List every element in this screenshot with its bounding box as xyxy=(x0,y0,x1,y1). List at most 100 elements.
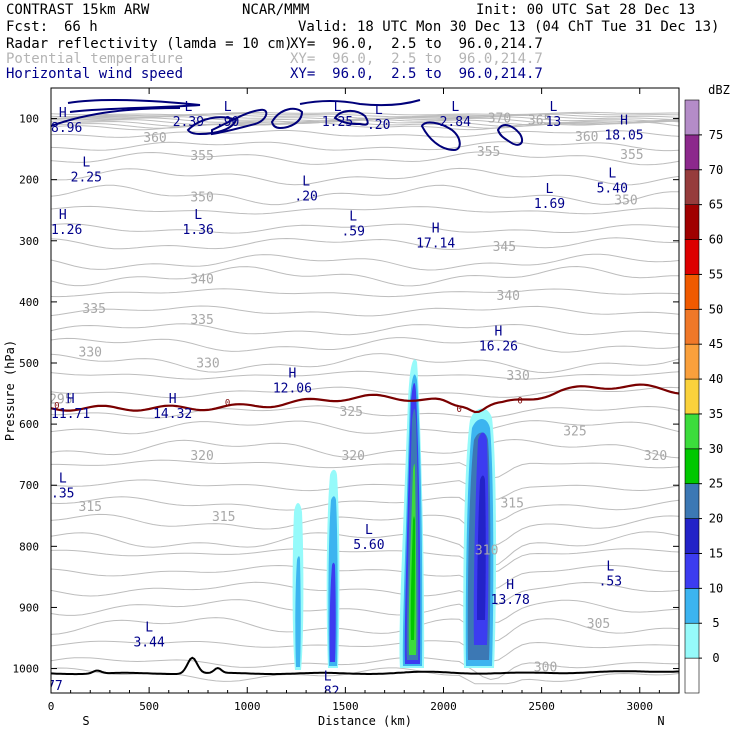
colorbar-swatch xyxy=(684,134,700,171)
wind-extremum-kind: L xyxy=(606,560,614,575)
wind-extremum-kind: H xyxy=(620,114,628,129)
wind-contour-5 xyxy=(270,107,304,130)
wind-extremum-kind: H xyxy=(169,392,177,407)
colorbar-swatch xyxy=(684,622,700,659)
wind-extremum-kind: H xyxy=(495,324,503,339)
y-tick-label: 900 xyxy=(19,601,39,614)
south-end-label: S xyxy=(82,714,89,728)
theta-label: 330 xyxy=(506,369,529,384)
theta-label: 320 xyxy=(190,449,213,464)
freezing-level-label: 0 xyxy=(517,397,522,407)
colorbar-level-label: 0 xyxy=(712,651,719,665)
wind-extremum-kind: L xyxy=(451,100,459,115)
wind-extremum-kind: L xyxy=(549,100,557,115)
theta-contour-line xyxy=(51,438,679,459)
colorbar-level-label: 55 xyxy=(709,267,723,281)
fcst-label: Fcst: xyxy=(6,19,49,35)
y-tick-label: 300 xyxy=(19,235,39,248)
wind-extremum-kind: L xyxy=(608,167,616,182)
wind-extremum-kind: H xyxy=(432,222,440,237)
theta-contour-line xyxy=(51,305,679,317)
colorbar-level-label: 15 xyxy=(709,546,723,560)
wind-extremum-kind: H xyxy=(59,106,67,121)
theta-contour-line xyxy=(51,141,679,152)
colorbar: 0 5 10 15 20 25 30 35 40 45 50 55 60 65 70 75 dBZ xyxy=(684,83,730,694)
theta-contours xyxy=(51,111,679,685)
colorbar-swatch xyxy=(684,204,700,240)
theta-label: 298.5 xyxy=(385,693,424,708)
terrain-line xyxy=(51,656,679,676)
theta-contour-line xyxy=(51,405,679,419)
theta-label: 310 xyxy=(475,544,498,559)
theta-label: 330 xyxy=(79,346,102,361)
theta-contour-line xyxy=(51,420,679,435)
colorbar-swatch xyxy=(684,413,700,450)
wind-extremum-value: 13 xyxy=(546,115,562,130)
wind-contour-2 xyxy=(51,107,181,127)
theta-label: 320 xyxy=(644,449,667,464)
field-name-theta: Potential temperature xyxy=(6,51,184,67)
theta-contour-line xyxy=(51,640,679,662)
colorbar-swatch xyxy=(684,448,700,485)
wind-extremum-value: 12.06 xyxy=(273,382,312,397)
colorbar-level-label: 30 xyxy=(709,442,723,456)
colorbar-level-label: 75 xyxy=(709,128,723,142)
colorbar-level-label: 40 xyxy=(709,372,723,386)
wind-extremum-kind: L xyxy=(224,100,232,115)
colorbar-level-label: 25 xyxy=(709,477,723,491)
colorbar-swatch xyxy=(684,169,700,205)
theta-contour-line xyxy=(51,353,679,374)
axes: 0 500 1000 1500 2000 2500 30001002003004005006… xyxy=(3,88,679,728)
colorbar-swatch xyxy=(684,274,700,310)
y-tick-label: 500 xyxy=(19,357,39,370)
theta-contour-line xyxy=(51,253,679,271)
theta-label: 350 xyxy=(614,193,637,208)
theta-label: 335 xyxy=(190,313,213,328)
theta-labels: 360 360 370 365 355 355 355 350 350 345 340 340 335 3… xyxy=(51,112,667,708)
y-tick-label: 100 xyxy=(19,113,39,126)
theta-label: 330 xyxy=(196,357,219,372)
theta-label: 350 xyxy=(190,190,213,205)
theta-label: 325 xyxy=(340,405,363,420)
theta-label: 315 xyxy=(500,497,523,512)
plot-area: 360 360 370 365 355 355 355 350 350 345 340 340 335 3… xyxy=(51,99,679,708)
colorbar-level-label: 70 xyxy=(709,163,723,177)
wind-extremum-value: 5.60 xyxy=(353,538,384,553)
colorbar-level-label: 35 xyxy=(709,407,723,421)
theta-contour-line xyxy=(51,667,679,685)
theta-contour-line xyxy=(51,184,679,206)
wind-extremum-value: 1.69 xyxy=(534,197,565,212)
colorbar-swatch xyxy=(684,553,700,589)
reflectivity-cell-3-green-core xyxy=(410,516,415,640)
freezing-level-label: 0 xyxy=(225,399,230,409)
wind-extremum-value: 1.36 xyxy=(183,223,214,238)
colorbar-level-label: 5 xyxy=(712,616,719,630)
freezing-level-label: 0 xyxy=(54,402,59,412)
wind-extremum-value: 13.78 xyxy=(491,593,530,608)
theta-label: 340 xyxy=(190,272,213,287)
colorbar-swatch xyxy=(684,343,700,380)
wind-contour-4 xyxy=(211,108,268,136)
theta-contour-line xyxy=(51,167,679,186)
theta-contour-line xyxy=(51,120,679,129)
field-name-wind: Horizontal wind speed xyxy=(6,66,184,82)
theta-contour-line xyxy=(51,370,679,380)
theta-contour-line xyxy=(51,288,679,298)
theta-label: 315 xyxy=(212,510,235,525)
freezing-level-line xyxy=(51,383,679,414)
theta-contour-line xyxy=(51,656,679,681)
reflectivity-cell-1-core xyxy=(295,556,301,667)
theta-label: 340 xyxy=(497,289,520,304)
wind-extremum-kind: L xyxy=(82,156,90,171)
fcst-value: 66 h xyxy=(64,19,98,35)
colorbar-swatch xyxy=(684,308,700,345)
y-tick-label: 200 xyxy=(19,174,39,187)
theta-contour-line xyxy=(51,265,679,287)
theta-contour-line xyxy=(51,111,679,116)
theta-contour-line xyxy=(51,599,679,624)
colorbar-unit: dBZ xyxy=(708,83,730,97)
theta-label: 355 xyxy=(190,149,213,164)
wind-extremum-value: 14.32 xyxy=(153,407,192,422)
